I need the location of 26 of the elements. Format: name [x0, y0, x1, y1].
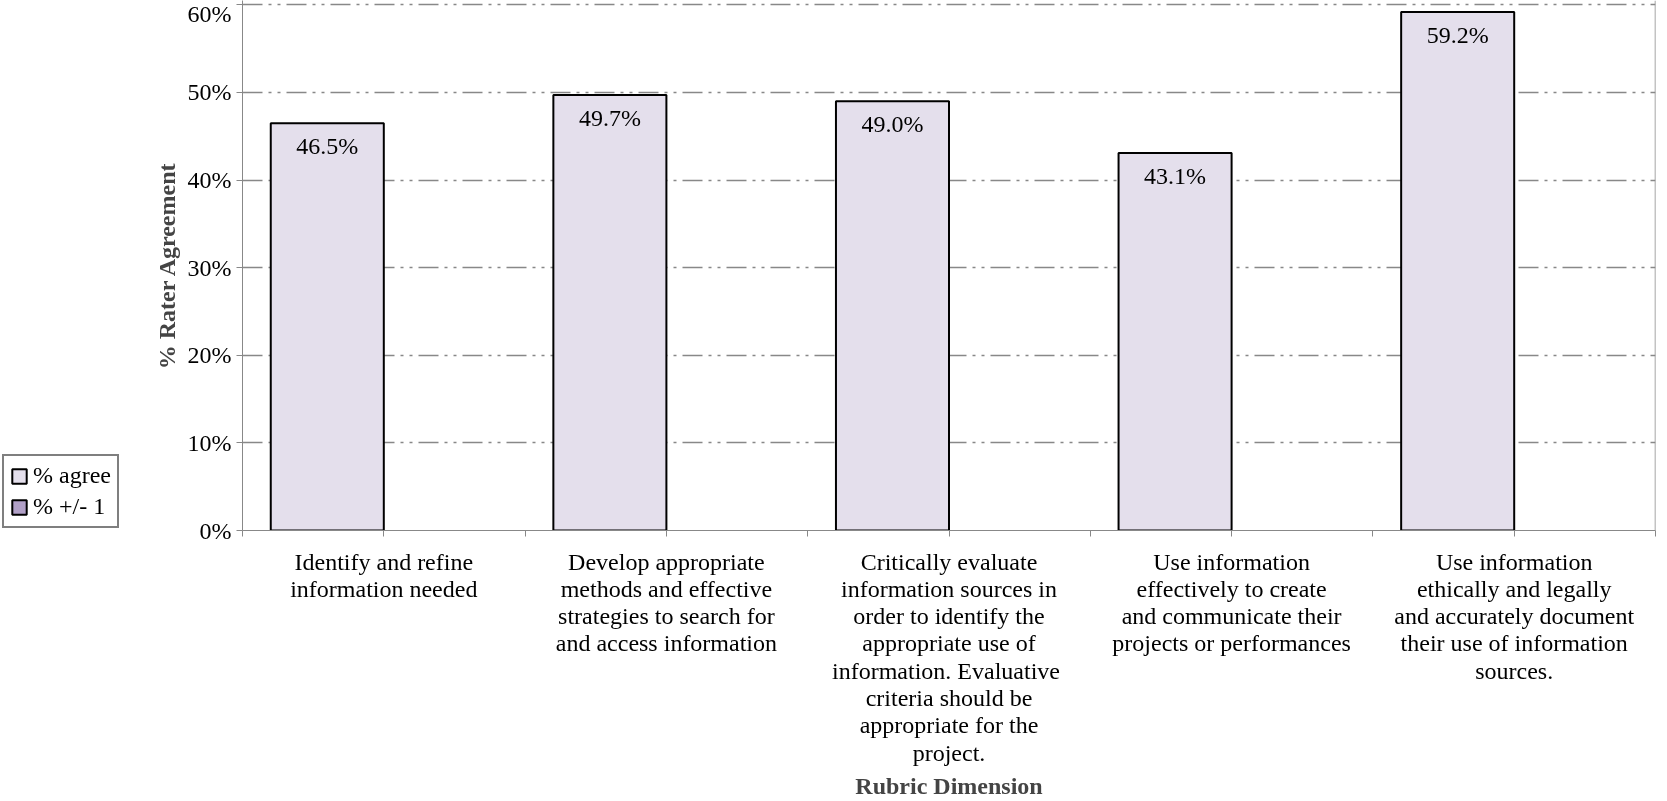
data-label: 46.5% [296, 133, 359, 160]
data-label: 59.2% [1426, 21, 1489, 48]
data-label: 43.1% [1144, 162, 1207, 189]
data-label: 49.0% [861, 111, 924, 138]
bar [1117, 151, 1233, 531]
y-tick-label: 20% [187, 342, 232, 369]
y-tick-label: 0% [199, 517, 232, 544]
y-axis-title: % Rater Agreement [153, 163, 180, 370]
bar [552, 94, 668, 531]
x-tick-label: Identify and refine information needed [290, 548, 478, 602]
bar [834, 100, 950, 531]
y-tick-label: 40% [187, 167, 232, 194]
x-tick-label: Use information effectively to create and communicate their projects or performances [1112, 548, 1351, 657]
y-tick-label: 10% [187, 429, 232, 456]
legend-label: % agree [33, 462, 111, 489]
x-tick-label: Critically evaluate information sources in order to identify the appropriate use of information. Evaluative criteria should be appropriate for the project. [832, 548, 1060, 766]
x-axis-title: Rubric Dimension [855, 772, 1043, 799]
y-tick-label: 30% [187, 254, 232, 281]
y-tick-label: 60% [187, 0, 232, 27]
bar [1400, 10, 1516, 531]
data-label: 49.7% [578, 105, 641, 132]
bar [269, 122, 385, 531]
y-tick-label: 50% [187, 79, 232, 106]
legend-label: % +/- 1 [33, 493, 106, 520]
x-tick-label: Develop appropriate methods and effective strategies to search for and access information [555, 548, 778, 657]
x-tick-label: Use information ethically and legally and accurately document their use of information sources. [1394, 548, 1635, 684]
